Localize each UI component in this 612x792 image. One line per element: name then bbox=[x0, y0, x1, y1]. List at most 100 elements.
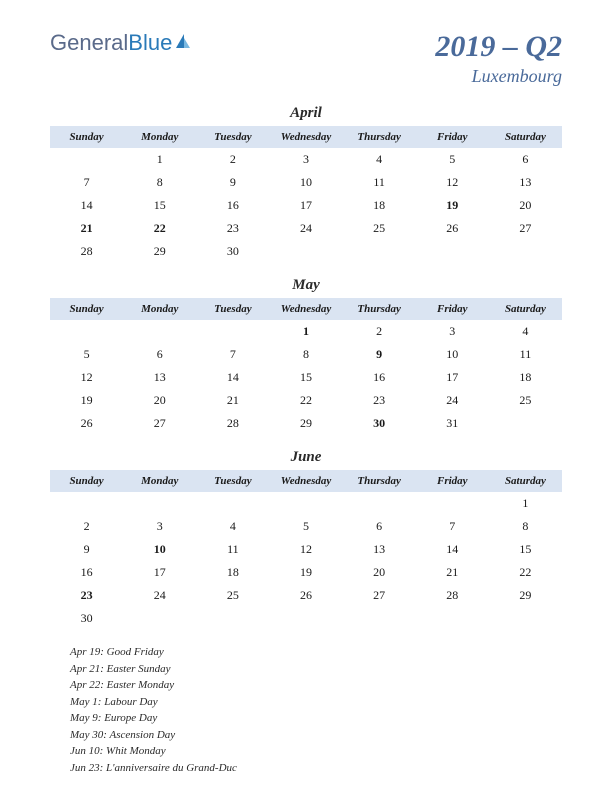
calendar-cell bbox=[123, 607, 196, 630]
calendar-cell: 14 bbox=[50, 194, 123, 217]
month-name: April bbox=[50, 105, 562, 122]
title-block: 2019 – Q2 Luxembourg bbox=[435, 30, 562, 87]
calendar-cell bbox=[196, 492, 269, 515]
calendar-table: SundayMondayTuesdayWednesdayThursdayFrid… bbox=[50, 126, 562, 263]
country-name: Luxembourg bbox=[435, 66, 562, 87]
calendar-cell bbox=[343, 492, 416, 515]
calendar-cell: 13 bbox=[489, 171, 562, 194]
quarter-title: 2019 – Q2 bbox=[435, 30, 562, 64]
calendar-cell: 18 bbox=[343, 194, 416, 217]
day-header: Friday bbox=[416, 298, 489, 320]
calendar-cell: 11 bbox=[489, 343, 562, 366]
calendar-cell: 16 bbox=[196, 194, 269, 217]
calendar-row: 262728293031 bbox=[50, 412, 562, 435]
calendar-cell bbox=[196, 607, 269, 630]
calendar-row: 23242526272829 bbox=[50, 584, 562, 607]
calendar-row: 282930 bbox=[50, 240, 562, 263]
header: GeneralBlue 2019 – Q2 Luxembourg bbox=[50, 30, 562, 87]
day-header: Friday bbox=[416, 126, 489, 148]
logo-text-general: General bbox=[50, 30, 128, 56]
calendar-cell: 22 bbox=[269, 389, 342, 412]
day-header: Monday bbox=[123, 298, 196, 320]
calendar-row: 1234 bbox=[50, 320, 562, 343]
calendar-cell bbox=[343, 240, 416, 263]
calendar-table: SundayMondayTuesdayWednesdayThursdayFrid… bbox=[50, 470, 562, 630]
month-block: MaySundayMondayTuesdayWednesdayThursdayF… bbox=[50, 277, 562, 435]
calendar-cell bbox=[196, 320, 269, 343]
calendar-cell: 28 bbox=[416, 584, 489, 607]
calendar-cell: 24 bbox=[416, 389, 489, 412]
day-header: Saturday bbox=[489, 126, 562, 148]
calendar-cell: 24 bbox=[123, 584, 196, 607]
calendar-cell: 7 bbox=[196, 343, 269, 366]
calendar-cell bbox=[50, 492, 123, 515]
calendar-cell: 29 bbox=[269, 412, 342, 435]
calendar-cell: 22 bbox=[123, 217, 196, 240]
calendar-cell: 31 bbox=[416, 412, 489, 435]
day-header: Friday bbox=[416, 470, 489, 492]
calendar-cell: 10 bbox=[416, 343, 489, 366]
calendar-cell bbox=[416, 607, 489, 630]
calendar-cell: 18 bbox=[196, 561, 269, 584]
calendar-cell: 5 bbox=[50, 343, 123, 366]
calendar-cell: 2 bbox=[50, 515, 123, 538]
calendar-cell: 29 bbox=[123, 240, 196, 263]
calendar-cell bbox=[416, 240, 489, 263]
holiday-entry: Apr 22: Easter Monday bbox=[70, 677, 562, 694]
calendar-cell: 3 bbox=[416, 320, 489, 343]
calendar-cell: 17 bbox=[269, 194, 342, 217]
calendar-cell: 1 bbox=[269, 320, 342, 343]
calendar-row: 12131415161718 bbox=[50, 366, 562, 389]
calendar-cell: 2 bbox=[343, 320, 416, 343]
calendar-cell: 26 bbox=[416, 217, 489, 240]
calendar-row: 2345678 bbox=[50, 515, 562, 538]
calendar-cell: 1 bbox=[123, 148, 196, 171]
calendar-cell bbox=[489, 240, 562, 263]
calendar-row: 19202122232425 bbox=[50, 389, 562, 412]
calendar-cell: 8 bbox=[489, 515, 562, 538]
holiday-entry: Apr 21: Easter Sunday bbox=[70, 661, 562, 678]
calendar-cell: 29 bbox=[489, 584, 562, 607]
calendar-cell: 12 bbox=[50, 366, 123, 389]
calendar-cell: 4 bbox=[343, 148, 416, 171]
day-header: Sunday bbox=[50, 470, 123, 492]
day-header: Saturday bbox=[489, 470, 562, 492]
calendar-cell: 20 bbox=[489, 194, 562, 217]
calendar-cell: 21 bbox=[196, 389, 269, 412]
calendar-cell bbox=[123, 320, 196, 343]
calendar-cell bbox=[269, 492, 342, 515]
calendar-cell bbox=[489, 412, 562, 435]
calendar-cell: 26 bbox=[50, 412, 123, 435]
calendar-row: 16171819202122 bbox=[50, 561, 562, 584]
calendar-cell: 28 bbox=[196, 412, 269, 435]
calendar-cell: 11 bbox=[196, 538, 269, 561]
calendar-cell: 17 bbox=[123, 561, 196, 584]
calendar-cell: 30 bbox=[196, 240, 269, 263]
day-header: Tuesday bbox=[196, 470, 269, 492]
calendar-cell: 30 bbox=[50, 607, 123, 630]
calendar-cell bbox=[343, 607, 416, 630]
calendar-cell: 2 bbox=[196, 148, 269, 171]
calendar-cell: 22 bbox=[489, 561, 562, 584]
calendar-cell: 9 bbox=[50, 538, 123, 561]
calendar-cell: 7 bbox=[50, 171, 123, 194]
calendar-cell: 20 bbox=[343, 561, 416, 584]
calendar-cell: 26 bbox=[269, 584, 342, 607]
calendar-cell: 19 bbox=[269, 561, 342, 584]
calendar-cell: 23 bbox=[343, 389, 416, 412]
holiday-entry: Jun 23: L'anniversaire du Grand-Duc bbox=[70, 760, 562, 777]
calendar-cell bbox=[50, 320, 123, 343]
calendar-cell: 10 bbox=[123, 538, 196, 561]
calendar-cell: 6 bbox=[489, 148, 562, 171]
calendar-row: 30 bbox=[50, 607, 562, 630]
day-header: Monday bbox=[123, 126, 196, 148]
calendar-row: 9101112131415 bbox=[50, 538, 562, 561]
calendar-cell: 16 bbox=[50, 561, 123, 584]
calendar-cell: 5 bbox=[269, 515, 342, 538]
calendar-cell: 15 bbox=[489, 538, 562, 561]
calendar-cell: 15 bbox=[123, 194, 196, 217]
holidays-list: Apr 19: Good FridayApr 21: Easter Sunday… bbox=[50, 644, 562, 776]
calendar-cell: 14 bbox=[416, 538, 489, 561]
calendar-cell: 27 bbox=[489, 217, 562, 240]
calendar-cell: 13 bbox=[123, 366, 196, 389]
